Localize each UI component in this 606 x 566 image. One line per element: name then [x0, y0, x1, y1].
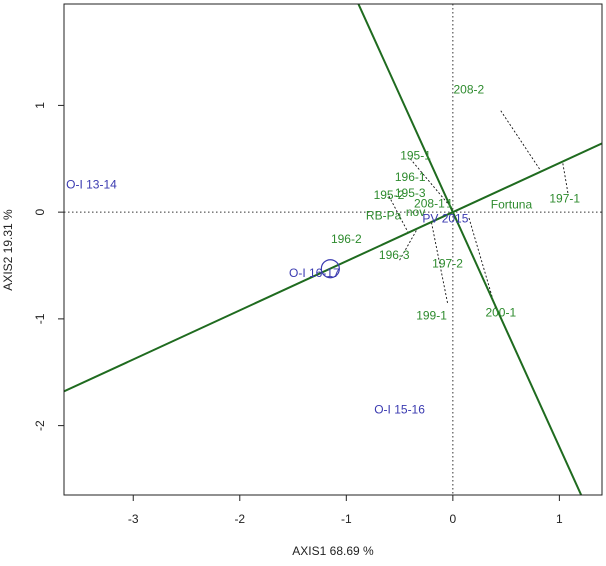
perpendicular-axis-line	[357, 4, 583, 495]
average-environment-axis-line	[64, 142, 602, 393]
genotype-label: 199-1	[416, 309, 447, 323]
x-tick-label: -1	[341, 512, 352, 526]
environment-label: O-I 16-17	[289, 266, 340, 280]
genotype-label: 1	[446, 197, 453, 211]
plot-background	[64, 4, 602, 495]
environment-label: O-I 13-14	[66, 177, 117, 191]
y-tick-label: -2	[33, 420, 47, 431]
x-tick-label: 1	[556, 512, 563, 526]
environment-label: O-I 15-16	[374, 403, 425, 417]
genotype-label: 195-2	[374, 188, 405, 202]
genotype-label: 195-3	[395, 186, 426, 200]
x-tick-label: -2	[234, 512, 245, 526]
genotype-label: 200-1	[485, 305, 516, 319]
environment-labels: O-I 13-14 O-I 16-17 O-I 15-16 PV 2015	[66, 177, 469, 416]
plot-frame	[63, 3, 603, 496]
biplot-axis-lines	[64, 4, 602, 495]
genotype-label: 196-2	[331, 232, 362, 246]
projection-line	[500, 110, 542, 172]
reference-lines	[64, 4, 602, 495]
projection-lines	[388, 110, 569, 309]
x-axis-title: AXIS1 68.69 %	[292, 544, 374, 558]
genotype-label: 195-1	[400, 149, 431, 163]
environment-label: PV 2015	[422, 212, 468, 226]
genotype-label: 208-2	[453, 82, 484, 96]
y-tick-label: 1	[33, 102, 47, 109]
projection-line	[431, 222, 448, 303]
projection-line	[388, 195, 409, 233]
y-tick-label: 0	[33, 208, 47, 215]
x-tick-label: 0	[450, 512, 457, 526]
y-axis-title: AXIS2 19.31 %	[1, 209, 15, 291]
x-axis-ticks: -3 -2 -1 0 1	[128, 495, 563, 526]
x-tick-label: -3	[128, 512, 139, 526]
genotype-label: 196-1	[395, 170, 426, 184]
genotype-label: Fortuna	[491, 198, 533, 212]
genotype-label: 208-1	[414, 197, 445, 211]
projection-line	[562, 161, 569, 194]
genotype-label: 196-3	[379, 248, 410, 262]
average-environment-marker-group	[320, 259, 340, 279]
average-environment-marker	[320, 259, 340, 279]
y-tick-label: -1	[33, 313, 47, 324]
y-axis-ticks: -2 -1 0 1	[33, 102, 64, 431]
genotype-label: 197-1	[549, 191, 580, 205]
genotype-label: 197-2	[432, 256, 463, 270]
genotype-label: RB-Pa	[366, 208, 402, 222]
genotype-label: nov	[406, 205, 425, 219]
